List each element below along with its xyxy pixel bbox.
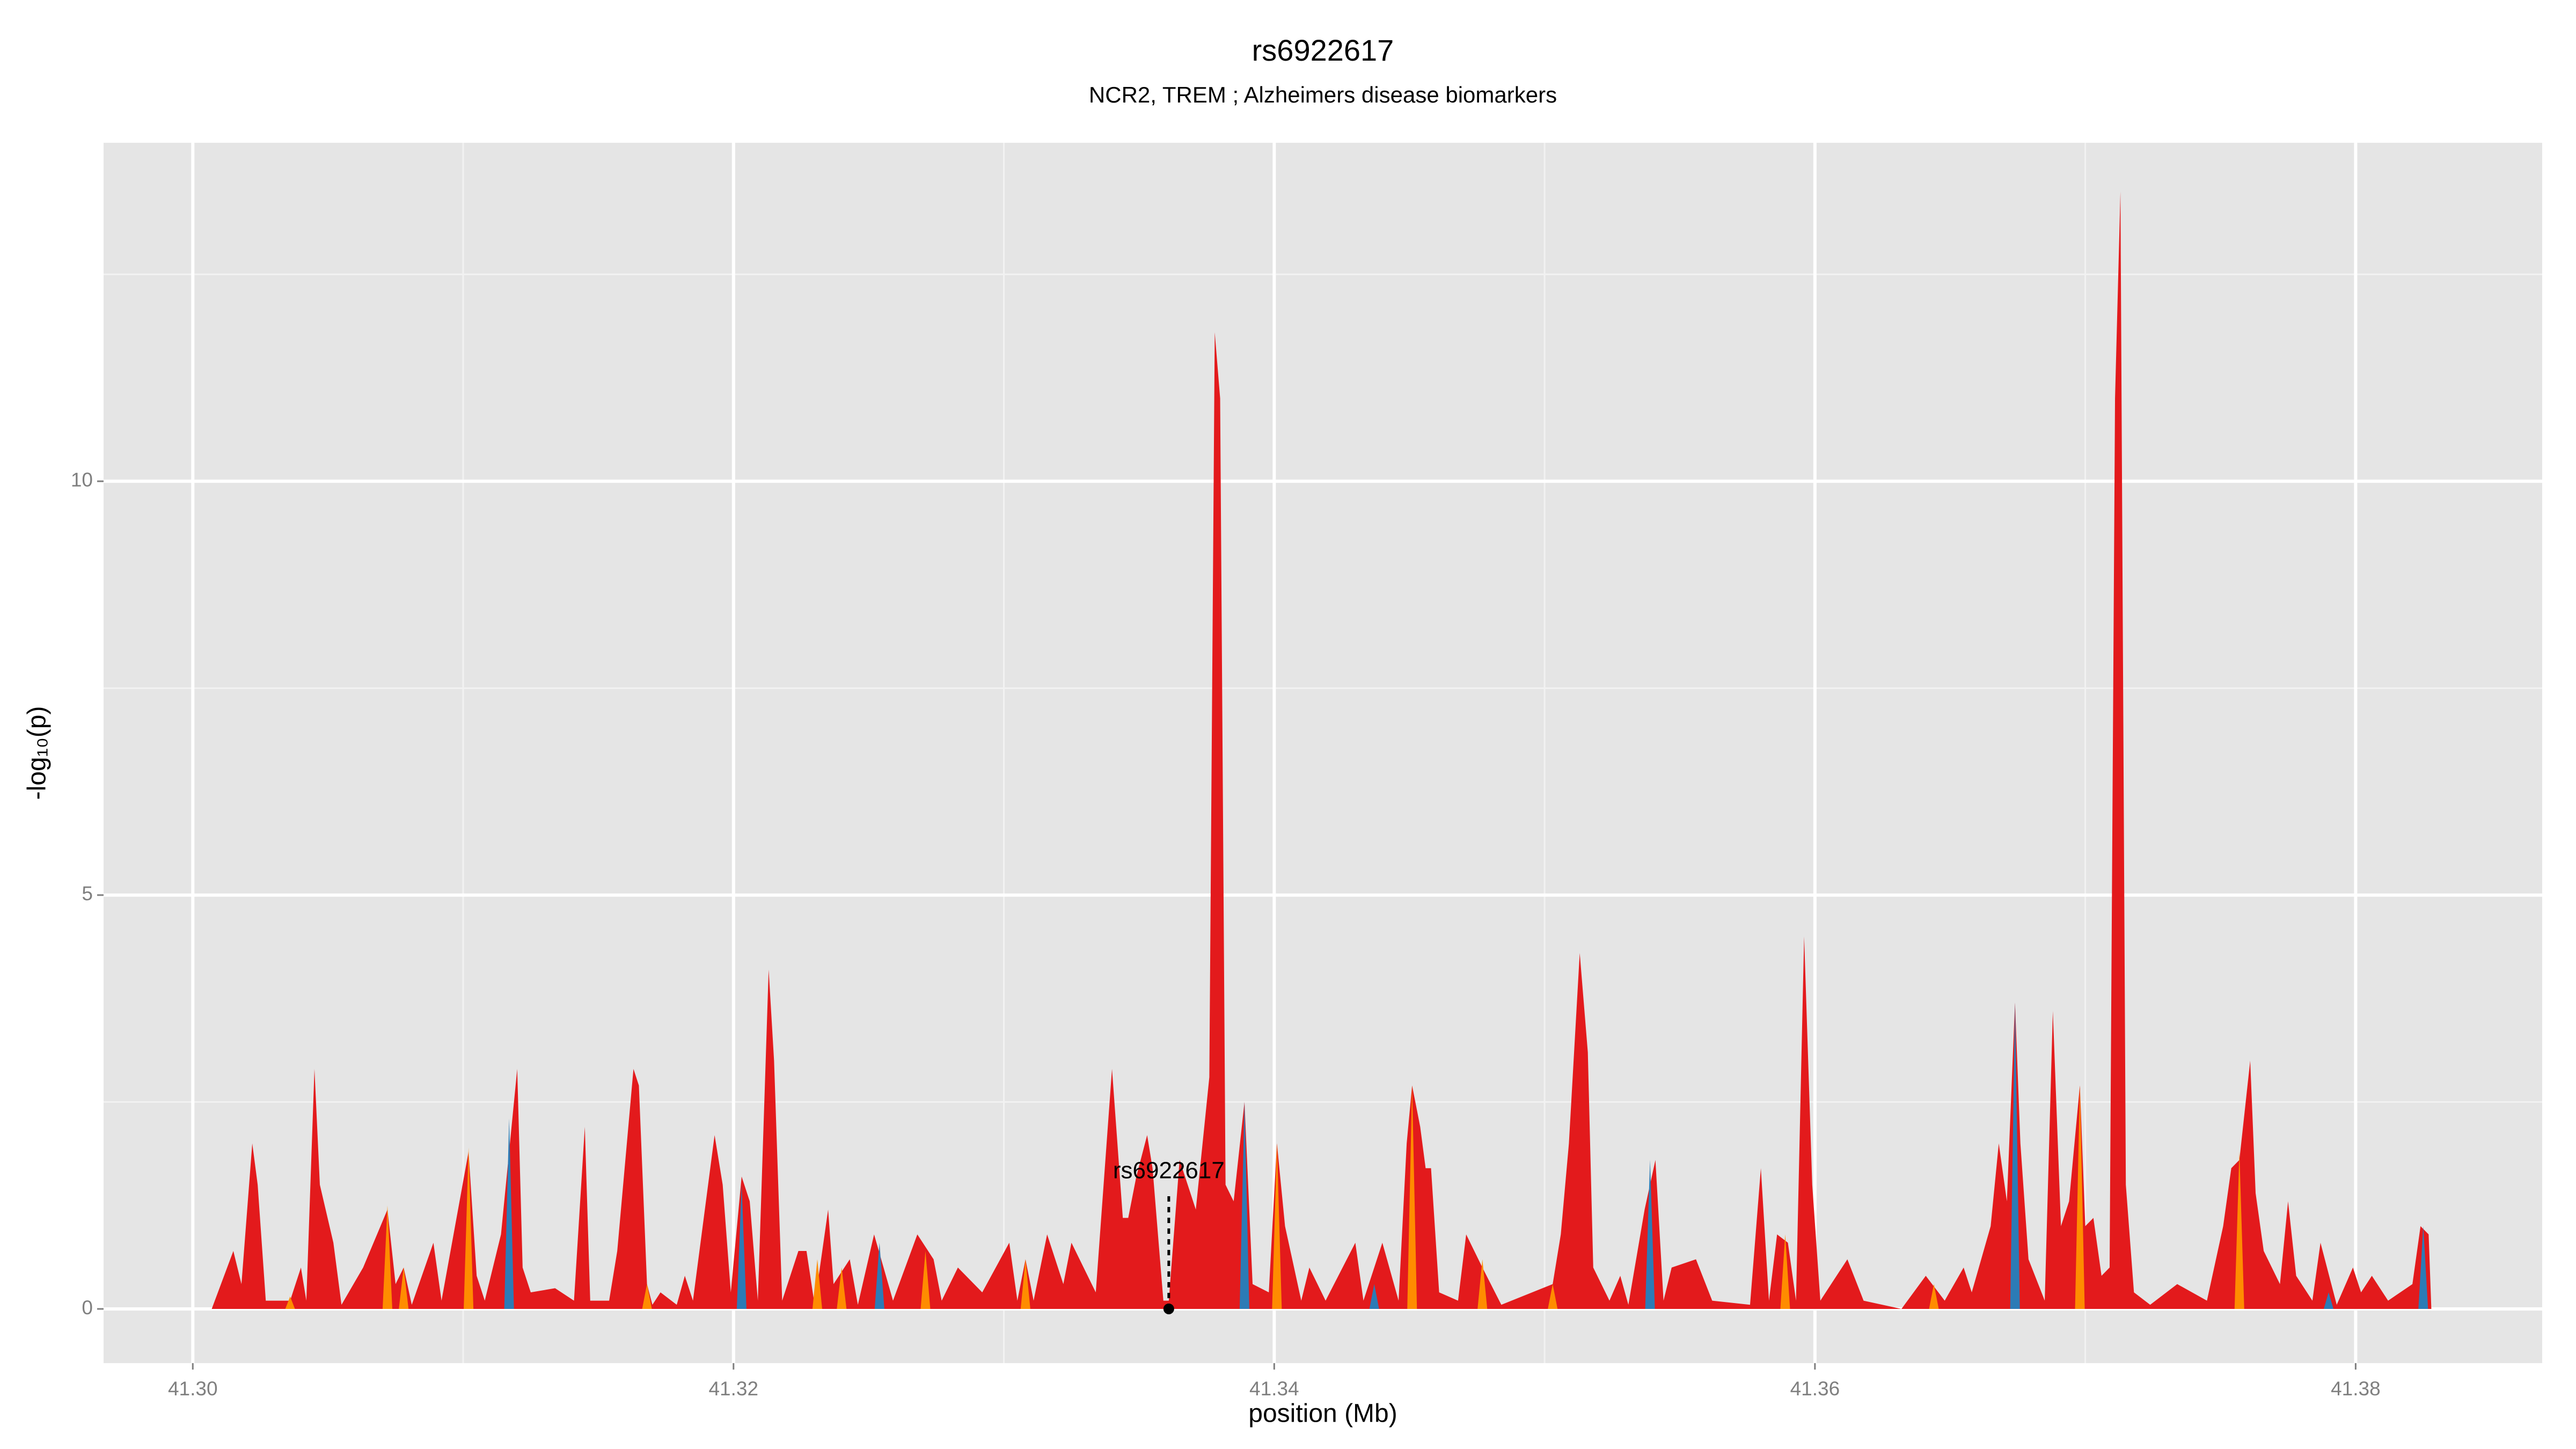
y-tick-label: 10: [71, 469, 93, 491]
variant-spike: [736, 1184, 747, 1309]
y-tick-label: 5: [82, 883, 93, 905]
x-axis-label: position (Mb): [1248, 1400, 1397, 1428]
y-axis-label: -log₁₀(p): [23, 706, 52, 800]
variant-spike: [382, 1205, 392, 1309]
variant-spike: [464, 1147, 474, 1309]
variant-spike: [2075, 1085, 2085, 1309]
variant-spike: [1407, 1085, 1417, 1309]
variant-spike: [837, 1267, 847, 1309]
x-tick-label: 41.30: [168, 1378, 218, 1400]
annotation-point: [1163, 1303, 1174, 1314]
x-tick-label: 41.38: [2331, 1378, 2381, 1400]
variant-spike: [2418, 1226, 2428, 1309]
variant-spike: [642, 1284, 652, 1309]
variant-spike: [2234, 1151, 2244, 1309]
variant-spike: [2324, 1292, 2334, 1309]
variant-spike: [399, 1267, 409, 1309]
grid: [104, 143, 2542, 1363]
variant-spike: [1548, 1284, 1558, 1309]
variant-spike: [920, 1251, 931, 1309]
variant-spike: [504, 1118, 514, 1309]
chart-title: rs6922617: [1252, 33, 1394, 67]
variant-spike: [1239, 1102, 1249, 1309]
annotation-label: rs6922617: [1113, 1158, 1225, 1184]
variant-spike: [874, 1242, 884, 1309]
variant-spike: [1780, 1234, 1790, 1309]
variant-spike: [1477, 1259, 1488, 1309]
x-tick-label: 41.34: [1249, 1378, 1299, 1400]
variant-spike: [2010, 1002, 2020, 1309]
variant-spike: [1369, 1284, 1379, 1309]
chart-subtitle: NCR2, TREM ; Alzheimers disease biomarke…: [1089, 82, 1557, 107]
variant-spike: [1645, 1160, 1655, 1309]
variant-spike: [285, 1296, 295, 1309]
x-tick-label: 41.36: [1790, 1378, 1840, 1400]
variant-spike: [1020, 1259, 1030, 1309]
variant-spike: [812, 1259, 822, 1309]
variant-spike: [1929, 1284, 1939, 1309]
variant-spike: [1272, 1143, 1282, 1309]
x-tick-label: 41.32: [708, 1378, 758, 1400]
y-tick-label: 0: [82, 1297, 93, 1319]
